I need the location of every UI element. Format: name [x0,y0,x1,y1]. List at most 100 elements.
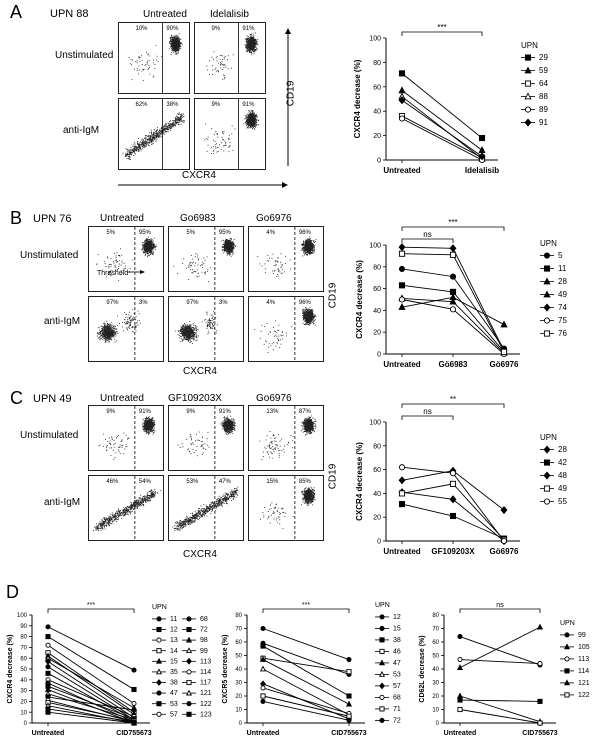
data-point [131,720,137,726]
data-point [45,670,51,676]
facs-pct-right: 96% [298,300,311,306]
series-line [401,115,483,158]
legend-marker [156,711,162,717]
facs-plot: 9% 91% [194,22,266,94]
legend-label: 14 [170,648,178,655]
x-tick-label: CID755673 [331,730,367,737]
upn-label-c: UPN 49 [33,393,72,405]
y-axis-label: CXCR5 decrease (%) [222,635,229,704]
data-point [45,658,51,665]
series-line [262,687,350,714]
legend-marker [379,648,385,654]
series-line [459,659,541,665]
series-line [47,685,135,720]
legend-label: 53 [170,701,178,708]
legend-marker [543,290,551,298]
series-line [262,645,350,697]
facs-pct-right: 38% [166,102,179,108]
legend-marker [186,616,192,622]
data-point [449,495,457,504]
legend-marker [543,471,551,480]
data-point [260,685,266,691]
legend-marker [543,277,551,285]
legend-marker [564,656,570,662]
x-tick-label: Gö6976 [490,547,519,556]
data-point [500,537,508,545]
x-tick-label: Untreated [383,166,420,175]
legend-marker [563,679,571,686]
y-tick-label: 20 [373,133,381,140]
row-label-a-1: anti-IgM [63,125,100,136]
y-tick-label: 40 [373,109,381,116]
data-point [259,656,267,662]
data-point [457,634,463,640]
facs-pct-right: 96% [298,230,311,236]
y-tick-label: 70 [20,646,27,652]
legend-label: 98 [200,637,208,644]
data-point [131,686,137,693]
y-tick-label: 80 [432,613,439,619]
legend-marker [524,118,532,127]
series-line [401,96,483,160]
y-tick-label: 60 [373,84,381,91]
row-label-b-1: anti-IgM [44,316,81,327]
data-point [478,134,486,142]
data-point [45,634,51,640]
facs-plot: 97% 3% [88,296,164,362]
facs-plot: 9% 91% [194,98,266,170]
panel-letter-b: B [10,208,23,228]
facs-pct-right: 91% [138,409,151,415]
data-point [131,667,137,673]
data-point [398,490,406,497]
series-line [47,655,135,715]
legend-label: 12 [393,614,401,621]
legend-title: UPN [540,433,557,442]
chart-d3: 0 10 20 30 40 50 60 70 80 Untreated CID755673 CD62L… [419,602,590,737]
legend-label: 113 [578,656,589,663]
chart-a: 0 20 40 60 80 100 Untreated Idelalisib CXCR4 dec… [353,23,548,175]
series-line [47,666,135,721]
data-point [45,624,51,630]
y-tick-label: 80 [235,613,242,619]
data-point [500,505,508,515]
data-point [398,501,406,508]
facs-pct-right: 91% [242,26,255,32]
legend-label: 53 [393,672,401,679]
significance-label: ns [423,230,431,239]
legend-label: 75 [558,316,567,325]
facs-plot: 4% 96% [248,226,324,292]
series-line [401,73,483,139]
y-tick-label: 80 [20,635,27,641]
series-line [401,90,483,151]
col-label-c-1: GF109203X [168,393,222,404]
x-tick-label: Untreated [444,730,477,737]
row-label-a-0: Unstimulated [55,50,114,61]
x-tick-label: GF109203X [431,547,475,556]
legend-label: 59 [539,66,548,75]
series-line [47,644,135,704]
legend-marker [379,682,385,690]
facs-pct-left: 5% [106,230,116,236]
data-point [449,512,457,520]
y-tick-label: 60 [235,640,242,646]
data-point [457,657,463,663]
chart-b: 0 20 40 60 80 100 Untreated Gö6983 Gö6976 CXCR4 d… [355,218,567,369]
facs-pct-left: 15% [266,479,279,485]
facs-pct-left: 4% [266,230,276,236]
legend-label: 74 [558,303,567,312]
y-tick-label: 0 [377,157,381,164]
series-line [262,659,350,705]
legend-marker [186,626,192,633]
data-point [131,706,137,714]
data-point [398,86,406,94]
series-line [262,700,350,721]
y-tick-label: 0 [239,721,243,727]
y-tick-label: 10 [432,708,439,714]
y-tick-label: 100 [369,242,381,249]
facs-plot: 97% 3% [168,296,244,362]
upn-label-a: UPN 88 [50,8,89,20]
significance-bracket [401,238,454,243]
facs-pct-left: 97% [106,300,119,306]
legend-label: 57 [170,711,178,718]
legend-label: 49 [558,484,567,493]
